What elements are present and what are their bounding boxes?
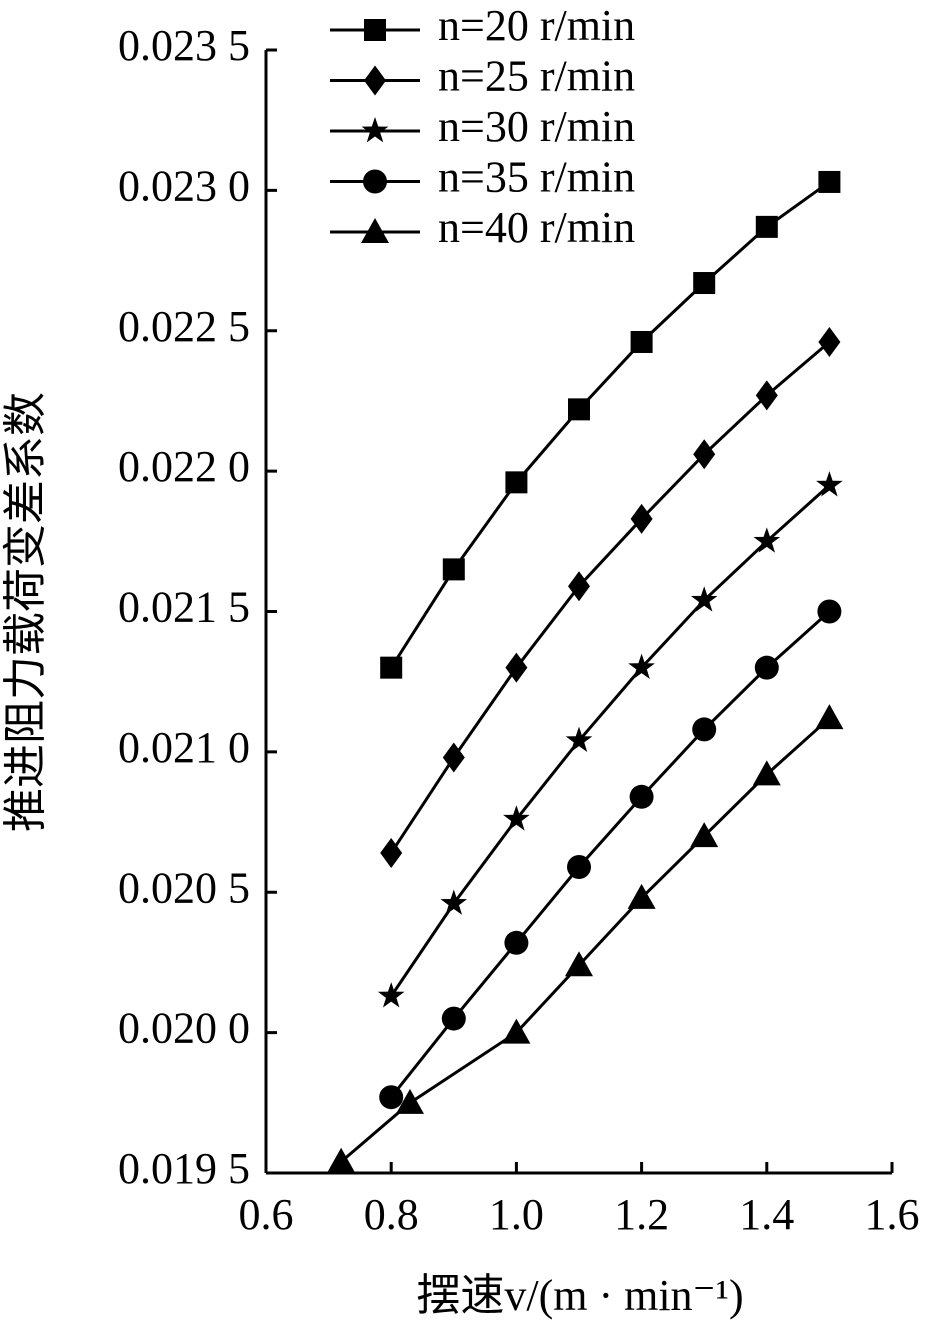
- y-tick-label: 0.020 5: [118, 863, 250, 912]
- data-point: [690, 586, 718, 612]
- data-point: [502, 1018, 531, 1044]
- data-point: [395, 1088, 424, 1114]
- data-point: [753, 527, 781, 553]
- data-point: [565, 726, 593, 752]
- data-point: [568, 398, 590, 421]
- data-point: [818, 326, 841, 357]
- x-tick-label: 1.6: [865, 1190, 920, 1239]
- data-point: [755, 380, 778, 411]
- x-axis-label: 摆速v/(m · min⁻¹): [416, 1271, 743, 1320]
- data-point: [817, 599, 842, 624]
- data-point: [628, 653, 655, 679]
- data-point: [379, 1085, 404, 1110]
- legend-label: n=40 r/min: [438, 203, 635, 252]
- data-point: [627, 883, 656, 909]
- y-tick-label: 0.022 0: [118, 442, 250, 491]
- data-point: [568, 571, 590, 602]
- data-point: [816, 471, 843, 497]
- data-point: [692, 717, 717, 742]
- data-point: [815, 704, 844, 730]
- legend-marker: [364, 65, 386, 96]
- data-point: [505, 652, 528, 683]
- data-point: [503, 805, 530, 831]
- data-point: [690, 822, 719, 848]
- series-line: [389, 180, 831, 669]
- data-point: [380, 837, 403, 868]
- data-point: [441, 1006, 466, 1031]
- data-point: [755, 215, 778, 238]
- data-point: [380, 656, 403, 679]
- x-tick-label: 1.4: [739, 1190, 794, 1239]
- series-line: [389, 484, 831, 997]
- legend-label: n=30 r/min: [438, 102, 635, 151]
- data-point: [752, 760, 781, 786]
- x-tick-label: 0.6: [239, 1190, 294, 1239]
- data-point: [440, 889, 468, 915]
- legend-marker: [361, 218, 389, 243]
- legend-marker: [364, 19, 386, 41]
- y-tick-label: 0.021 5: [118, 583, 250, 632]
- y-tick-label: 0.021 0: [118, 723, 250, 772]
- x-tick-label: 1.2: [614, 1190, 669, 1239]
- data-point: [818, 170, 841, 193]
- x-tick-label: 1.0: [489, 1190, 544, 1239]
- y-tick-label: 0.023 5: [118, 21, 250, 70]
- data-point: [630, 330, 653, 353]
- data-point: [505, 471, 528, 494]
- legend-label: n=20 r/min: [438, 1, 635, 50]
- data-point: [630, 503, 653, 534]
- series-line: [389, 340, 831, 854]
- data-point: [442, 742, 465, 773]
- x-tick-label: 0.8: [364, 1190, 419, 1239]
- y-tick-label: 0.023 0: [118, 161, 250, 210]
- legend-marker: [361, 117, 389, 143]
- data-point: [504, 930, 529, 955]
- legend-marker: [363, 169, 387, 194]
- legend-label: n=25 r/min: [438, 52, 635, 101]
- data-point: [442, 558, 465, 581]
- y-tick-label: 0.020 0: [118, 1004, 250, 1053]
- data-point: [693, 272, 716, 295]
- data-point: [693, 439, 716, 470]
- data-point: [567, 854, 591, 879]
- y-axis-label: 推进阻力载荷变差系数: [1, 392, 50, 832]
- legend-label: n=35 r/min: [438, 153, 635, 202]
- series-line: [390, 610, 831, 1099]
- data-point: [377, 982, 405, 1008]
- data-point: [565, 951, 593, 977]
- data-point: [327, 1147, 356, 1173]
- y-tick-label: 0.022 5: [118, 302, 250, 351]
- y-tick-label: 0.019 5: [118, 1144, 250, 1193]
- data-point: [629, 784, 654, 809]
- data-point: [754, 655, 779, 680]
